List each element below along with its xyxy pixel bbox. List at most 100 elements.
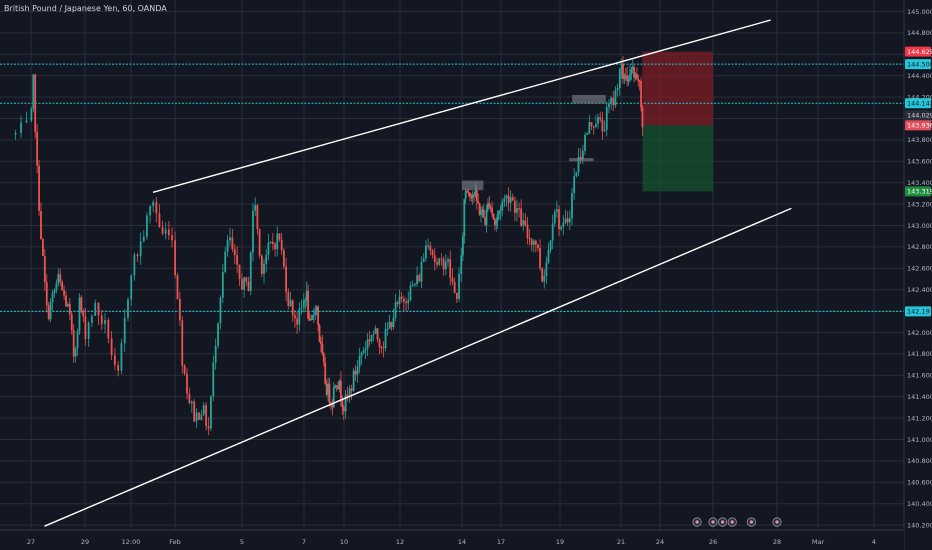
candle-body: [55, 283, 58, 291]
candle-body: [495, 221, 498, 226]
candle-body: [315, 306, 318, 311]
time-tick-label: 5: [240, 538, 244, 546]
price-tick-label: 141.000: [907, 436, 932, 444]
candle-body: [516, 208, 518, 213]
candle-body: [51, 293, 54, 302]
candle-body: [396, 302, 399, 304]
candle-body: [291, 300, 294, 316]
candle-body: [400, 296, 403, 299]
candle-body: [599, 117, 602, 120]
candle-body: [331, 404, 334, 408]
candle-body: [332, 387, 335, 408]
candle-body: [603, 129, 606, 132]
candle-body: [49, 301, 52, 320]
candle-body: [463, 198, 466, 237]
candle-body: [551, 223, 554, 241]
candle-body: [526, 224, 529, 239]
candle-body: [505, 195, 508, 199]
candle-body: [470, 196, 473, 199]
candle-body: [440, 258, 443, 260]
candle-body: [176, 275, 179, 300]
candle-body: [566, 218, 569, 223]
candle-body: [436, 262, 438, 265]
candle-body: [311, 315, 314, 320]
candle-body: [503, 198, 506, 203]
candle-body: [188, 393, 191, 404]
candle-body: [368, 339, 371, 342]
candle-body: [358, 356, 361, 367]
candle-body: [530, 239, 533, 245]
price-axis-background: [904, 0, 932, 550]
price-tick-label: 141.600: [907, 372, 932, 380]
candle-body: [462, 236, 464, 256]
candle-body: [47, 305, 50, 320]
candle-body: [558, 209, 560, 229]
candle-body: [289, 300, 292, 306]
candle-body: [139, 241, 142, 257]
candle-body: [616, 88, 619, 91]
candle-body: [63, 290, 65, 296]
candle-body: [592, 126, 595, 128]
risk-zone: [642, 51, 713, 126]
time-tick-label: 21: [617, 538, 625, 546]
candle-body: [14, 132, 17, 135]
candle-body: [304, 300, 307, 302]
price-tag: 144.029: [905, 110, 932, 121]
time-tick-label: 17: [497, 538, 505, 546]
candle-body: [200, 414, 203, 420]
candle-body: [91, 315, 93, 323]
time-tick-label: 7: [302, 538, 306, 546]
candle-body: [167, 229, 170, 236]
candle-body: [407, 300, 410, 304]
candle-body: [171, 235, 173, 241]
candle-body: [202, 405, 205, 415]
candle-body: [366, 339, 369, 349]
price-tag-label: 143.936: [907, 122, 932, 130]
price-tag: 143.936: [905, 120, 932, 131]
candle-body: [274, 243, 276, 250]
candle-body: [252, 210, 254, 253]
candle-body: [229, 237, 231, 241]
candle-body: [247, 281, 250, 291]
candle-body: [555, 209, 558, 212]
candle-body: [276, 233, 279, 250]
candle-body: [308, 318, 311, 320]
candle-body: [334, 385, 337, 388]
candle-body: [70, 314, 73, 331]
candle-body: [630, 69, 633, 75]
candle-body: [520, 208, 523, 226]
candle-body: [475, 190, 478, 202]
candle-body: [195, 412, 198, 422]
candle-body: [460, 255, 463, 274]
candle-body: [117, 364, 120, 371]
price-tag: 144.142: [905, 98, 932, 109]
candle-body: [310, 319, 312, 321]
candle-body: [45, 282, 48, 306]
candle-body: [76, 331, 79, 349]
candle-body: [534, 240, 537, 245]
candle-body: [265, 254, 268, 264]
candle-body: [564, 218, 567, 223]
price-tick-label: 142.800: [907, 243, 932, 251]
candle-body: [553, 211, 556, 224]
candle-body: [356, 366, 359, 375]
candle-body: [390, 321, 393, 328]
candle-body: [633, 66, 636, 78]
candle-body: [300, 307, 303, 309]
candle-body: [40, 210, 42, 240]
candle-body: [193, 401, 196, 422]
candle-body: [61, 281, 64, 291]
price-tick-label: 141.800: [907, 350, 932, 358]
candle-body: [438, 258, 441, 265]
candle-body: [245, 277, 248, 282]
candle-body: [464, 191, 467, 199]
zone-annotation: [462, 180, 484, 191]
candle-body: [328, 383, 331, 403]
candle-body: [78, 297, 81, 332]
candle-body: [161, 227, 164, 234]
candle-body: [287, 292, 290, 306]
candle-body: [198, 412, 200, 420]
candle-body: [429, 245, 432, 251]
candle-body: [219, 297, 222, 324]
